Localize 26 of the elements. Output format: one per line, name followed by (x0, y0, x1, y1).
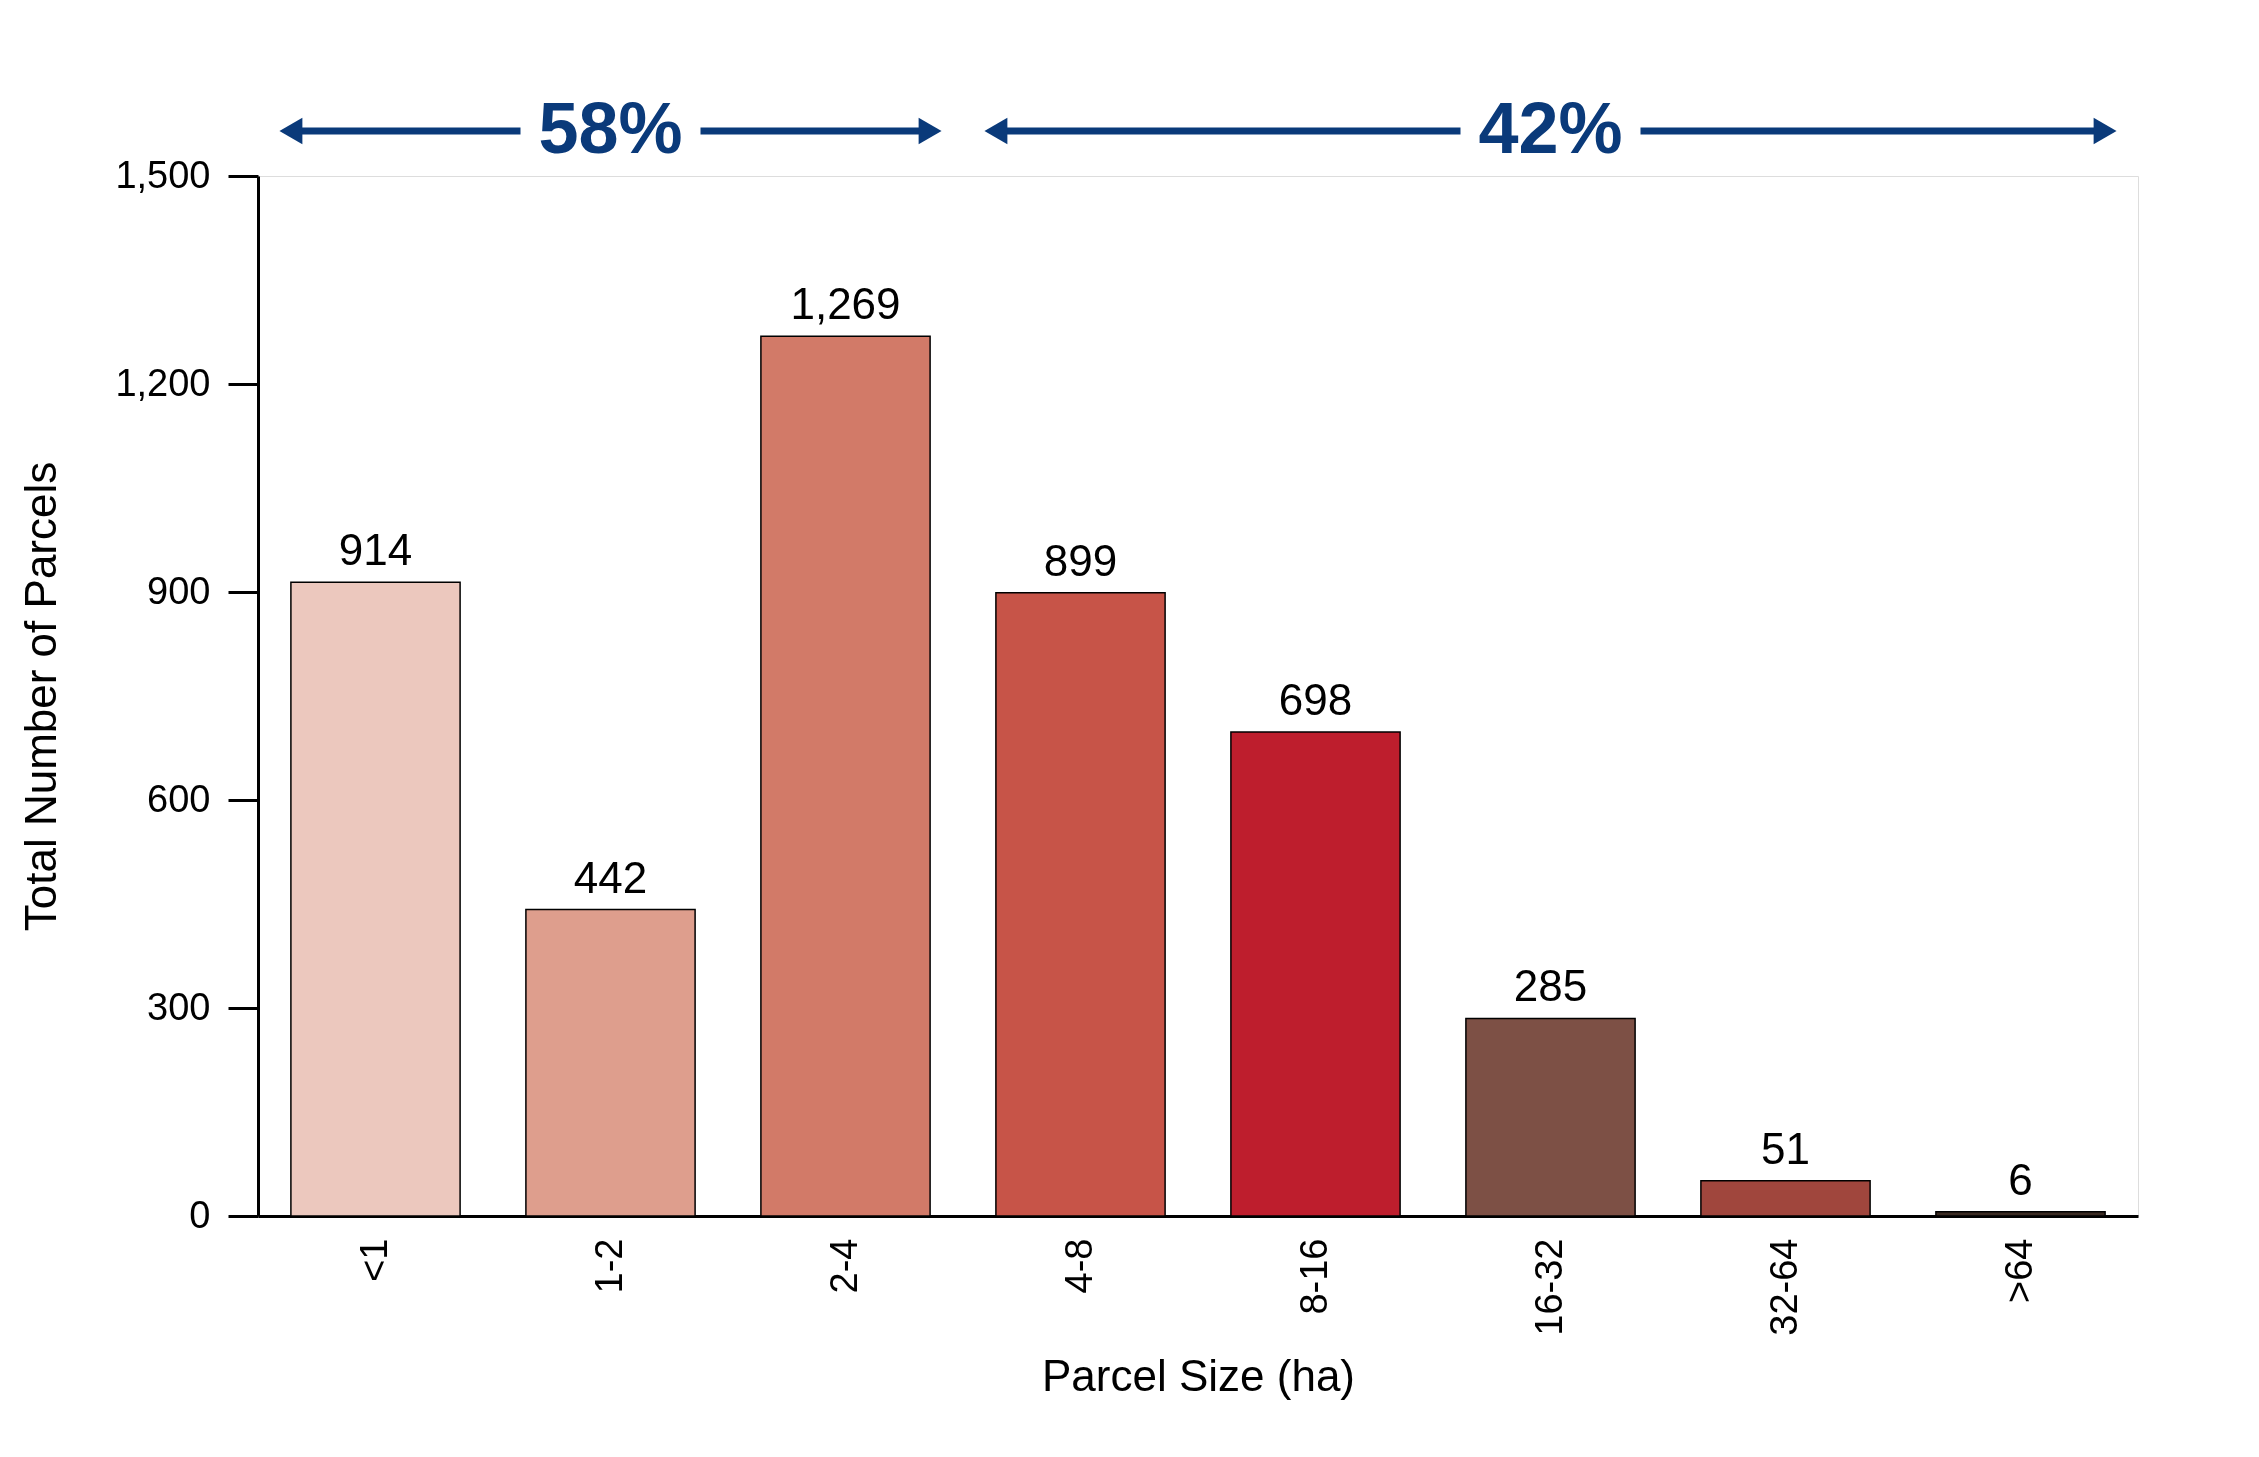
y-tick-label: 600 (147, 777, 211, 820)
x-tick-label: 8-16 (1292, 1238, 1335, 1315)
data-label: 442 (573, 852, 648, 902)
data-label: 698 (1278, 675, 1353, 725)
data-label: 285 (1513, 961, 1588, 1011)
x-tick-label: 4-8 (1057, 1238, 1100, 1294)
x-axis-title: Parcel Size (ha) (1041, 1350, 1356, 1400)
data-label: 51 (1761, 1123, 1810, 1173)
y-tick-label: 900 (147, 569, 211, 612)
text: 58% (538, 88, 683, 168)
y-tick-label: 0 (189, 1193, 211, 1236)
x-tick-label: <1 (352, 1238, 395, 1282)
data-label: 6 (2008, 1154, 2033, 1204)
y-tick-label: 1,500 (115, 153, 211, 196)
text: 42% (1478, 88, 1623, 168)
data-label: 1,269 (790, 279, 901, 329)
y-tick-label: 300 (147, 985, 211, 1028)
data-label: 899 (1043, 535, 1118, 585)
x-tick-label: 1-2 (587, 1238, 630, 1294)
x-tick-label: 2-4 (822, 1238, 865, 1294)
x-tick-label: 16-32 (1527, 1238, 1570, 1336)
x-tick-label: 32-64 (1762, 1238, 1805, 1336)
x-tick-label: >64 (1997, 1238, 2040, 1303)
data-label: 914 (338, 525, 413, 575)
y-axis-title: Total Number of Parcels (16, 461, 66, 932)
y-tick-label: 1,200 (115, 361, 211, 404)
